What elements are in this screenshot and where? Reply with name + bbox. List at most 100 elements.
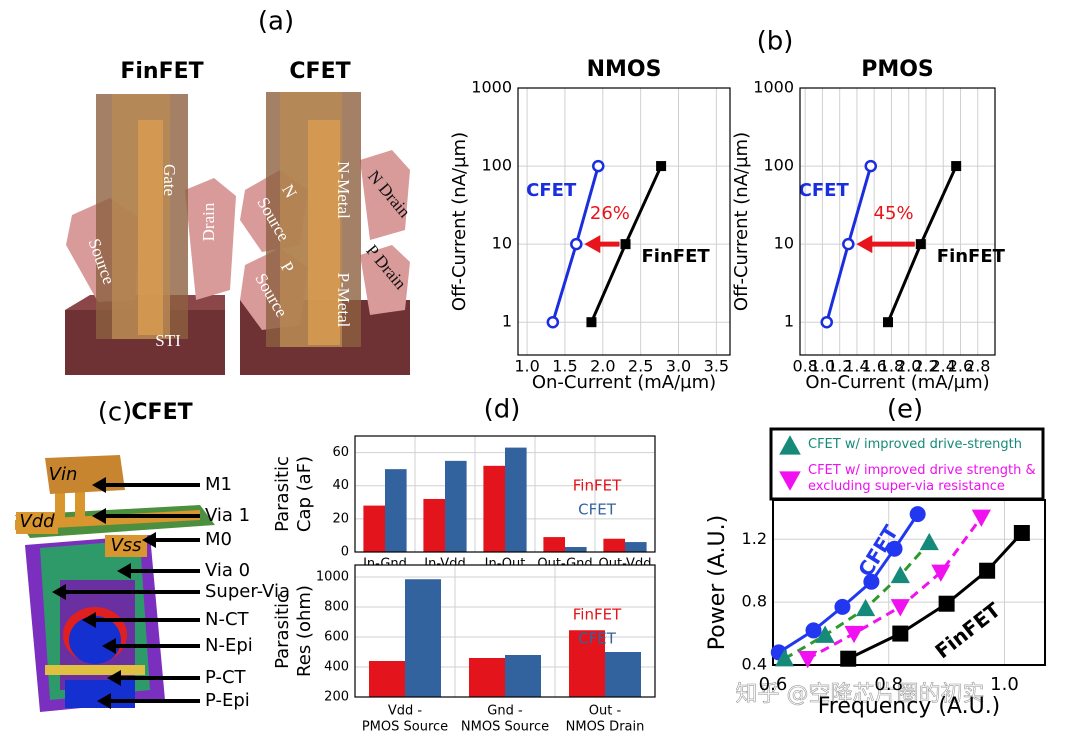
y-tick-label: 1000 bbox=[471, 78, 512, 97]
bar bbox=[423, 498, 445, 552]
legend-label: FinFET bbox=[573, 477, 622, 495]
y-axis-label: Power (A.U.) bbox=[705, 515, 730, 650]
device-label: P-Metal bbox=[334, 273, 353, 328]
chart: 1 10 100 1000 1.0 1.5 2.0 2.5 3.0 3.5 NMOS On-Curre… bbox=[449, 57, 731, 393]
device-title: CFET bbox=[289, 59, 350, 84]
x-axis-label: On-Current (mA/µm) bbox=[805, 372, 989, 393]
bar bbox=[445, 460, 467, 552]
panel-label: (e) bbox=[887, 395, 923, 425]
layer-label: N-CT bbox=[205, 609, 250, 630]
y-tick-label: 60 bbox=[332, 445, 349, 460]
x-tick-label: 1.0 bbox=[990, 674, 1019, 695]
bar bbox=[603, 538, 625, 552]
layer-label: N-Epi bbox=[205, 635, 253, 656]
y-tick-label: 0.4 bbox=[742, 655, 767, 674]
marker bbox=[774, 649, 795, 667]
marker bbox=[798, 651, 818, 669]
x-axis-label: Frequency (A.U.) bbox=[818, 694, 1001, 719]
x-tick-label: 2.0 bbox=[590, 357, 615, 376]
marker bbox=[834, 598, 851, 615]
x-tick-label: 1.0 bbox=[514, 357, 539, 376]
layer-label: M0 bbox=[205, 529, 232, 550]
chart-title: PMOS bbox=[861, 57, 934, 82]
legend-label: FinFET bbox=[573, 606, 622, 624]
axis-frame bbox=[354, 564, 656, 698]
marker bbox=[779, 435, 801, 455]
marker bbox=[586, 317, 597, 328]
marker bbox=[931, 564, 951, 582]
bar bbox=[483, 465, 505, 552]
device-label: STI bbox=[155, 331, 181, 350]
bar bbox=[569, 630, 605, 697]
axis-frame bbox=[354, 435, 656, 553]
bar bbox=[405, 579, 441, 697]
marker bbox=[915, 239, 926, 250]
y-tick-label: 400 bbox=[324, 660, 349, 675]
marker bbox=[1013, 525, 1030, 541]
annotation-arrowhead bbox=[584, 235, 601, 254]
x-tick-label: 2.5 bbox=[628, 357, 653, 376]
x-tick-label: Gnd - bbox=[487, 704, 523, 719]
marker bbox=[864, 159, 878, 173]
y-axis-label: Parasitic bbox=[272, 456, 293, 532]
layout-drawing bbox=[15, 455, 215, 712]
y-tick-label: 100 bbox=[763, 156, 794, 175]
marker bbox=[892, 625, 909, 642]
y-tick-label: 1 bbox=[502, 312, 512, 331]
bar bbox=[369, 661, 405, 697]
watermark: 知乎 @空降芯片圈的初实 bbox=[736, 682, 985, 707]
x-axis-label: On-Current (mA/µm) bbox=[532, 372, 716, 393]
plot-area bbox=[800, 88, 995, 355]
y-axis-label: Cap (aF) bbox=[294, 456, 315, 532]
panel-label: (b) bbox=[757, 27, 794, 57]
marker bbox=[592, 159, 605, 173]
x-tick-label: Out - bbox=[589, 704, 622, 719]
chart: 1 10 100 1000 0.81.01.21.41.61.82.02.22.42.6… bbox=[731, 57, 1006, 393]
series-label: FinFET bbox=[642, 246, 711, 267]
marker bbox=[779, 471, 801, 491]
x-tick-label: 1.8 bbox=[879, 357, 904, 376]
y-tick-label: 600 bbox=[324, 630, 349, 645]
bar bbox=[565, 547, 587, 552]
y-axis-label: Res (ohm) bbox=[294, 585, 315, 677]
pin-label: Vss bbox=[110, 535, 141, 556]
marker bbox=[546, 315, 560, 329]
y-axis-label: Off-Current (nA/µm) bbox=[731, 132, 752, 311]
panel-label: (a) bbox=[258, 7, 294, 37]
panel-label: (c) bbox=[98, 398, 133, 428]
axis-frame bbox=[772, 499, 1046, 666]
y-tick-label: 1.2 bbox=[742, 529, 767, 548]
x-tick-label: 1.4 bbox=[844, 357, 869, 376]
axis-frame bbox=[799, 87, 996, 356]
marker bbox=[842, 237, 855, 251]
x-tick-label: PMOS Source bbox=[362, 720, 448, 735]
series-label: FinFET bbox=[937, 246, 1006, 267]
bar bbox=[505, 447, 527, 552]
marker bbox=[971, 509, 991, 527]
legend-label: CFET bbox=[578, 630, 617, 648]
y-tick-label: 40 bbox=[332, 478, 349, 493]
marker bbox=[979, 562, 996, 579]
layer-label: P-CT bbox=[205, 667, 247, 688]
marker bbox=[938, 595, 955, 612]
marker bbox=[840, 650, 857, 667]
chart: 200 400 600 800 1000 Parasitic Res (ohm) Vdd -P… bbox=[272, 564, 656, 735]
axis-frame bbox=[517, 87, 731, 356]
x-tick-label: 3.0 bbox=[666, 357, 691, 376]
device-label: N-Metal bbox=[334, 161, 353, 219]
marker bbox=[883, 317, 894, 328]
marker bbox=[919, 532, 939, 551]
marker bbox=[855, 598, 876, 617]
marker bbox=[620, 239, 631, 250]
y-tick-label: 10 bbox=[774, 234, 794, 253]
cfet-drawing bbox=[240, 92, 410, 375]
marker bbox=[815, 625, 835, 643]
y-axis-label: Parasitic bbox=[272, 593, 293, 669]
x-tick-label: Vdd - bbox=[388, 704, 423, 719]
x-tick-label: 1.6 bbox=[861, 357, 886, 376]
marker bbox=[890, 599, 910, 617]
series-label: CFET bbox=[799, 180, 850, 201]
